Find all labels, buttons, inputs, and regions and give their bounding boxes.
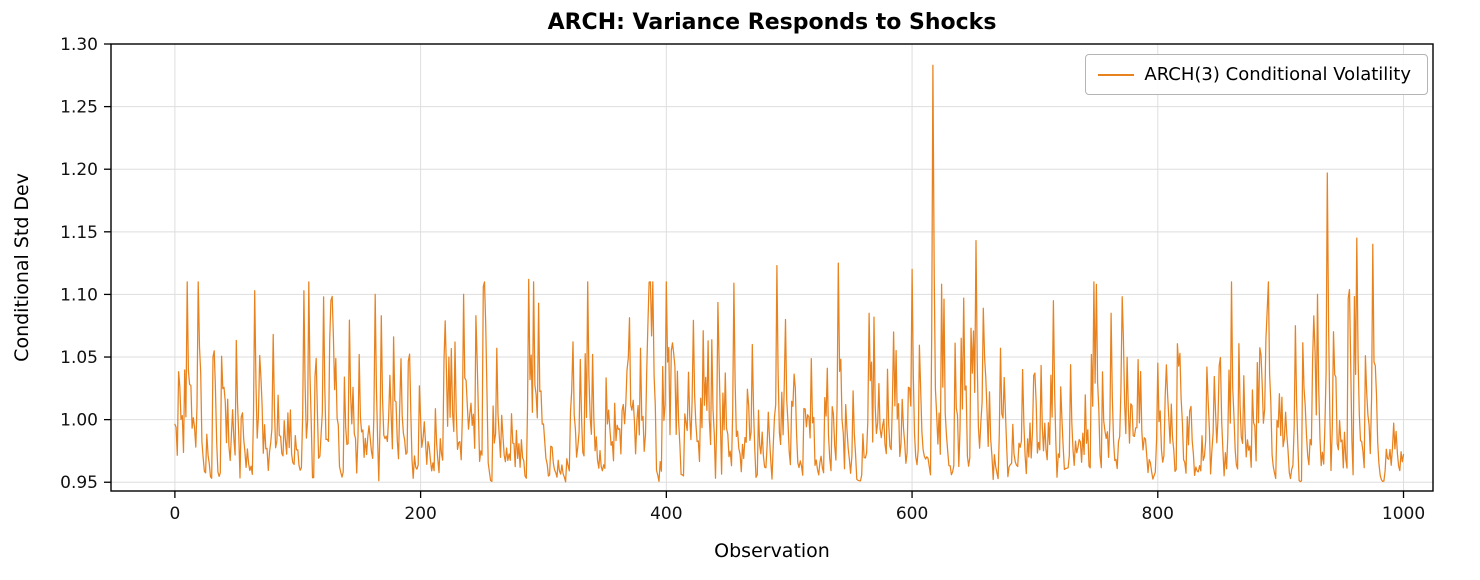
x-tick-label: 200 <box>404 504 436 524</box>
axes-spines <box>110 43 1434 492</box>
y-tick-label: 1.10 <box>60 285 98 305</box>
y-tick-label: 1.30 <box>60 35 98 55</box>
legend-line-sample-icon <box>1098 73 1135 76</box>
y-axis-label-wrap: Conditional Std Dev <box>8 44 36 491</box>
x-tick-label: 800 <box>1142 504 1174 524</box>
y-tick-label: 1.20 <box>60 160 98 180</box>
legend: ARCH(3) Conditional Volatility <box>1085 54 1428 95</box>
x-axis-label: Observation <box>714 540 830 562</box>
y-tick-label: 1.00 <box>60 411 98 431</box>
legend-label: ARCH(3) Conditional Volatility <box>1144 64 1411 85</box>
x-tick-label: 600 <box>896 504 928 524</box>
chart-title: ARCH: Variance Responds to Shocks <box>547 10 997 35</box>
x-tick-label: 0 <box>169 504 180 524</box>
x-tick-label: 1000 <box>1382 504 1425 524</box>
y-tick-label: 0.95 <box>60 473 98 493</box>
y-tick-label: 1.05 <box>60 348 98 368</box>
y-tick-label: 1.25 <box>60 98 98 118</box>
y-axis-label: Conditional Std Dev <box>11 173 33 362</box>
y-tick-label: 1.15 <box>60 223 98 243</box>
x-tick-label: 400 <box>650 504 682 524</box>
volatility-series-line <box>174 64 1405 483</box>
